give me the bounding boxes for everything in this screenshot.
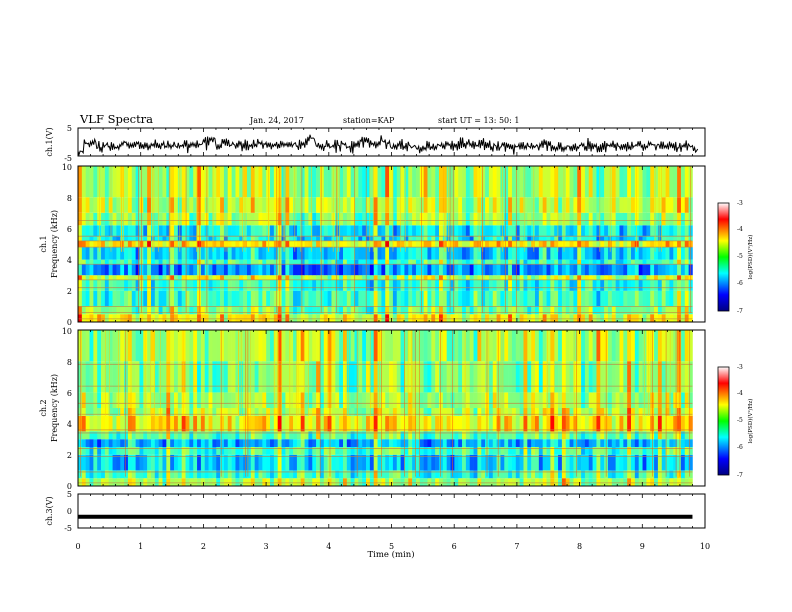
start-time-label: start UT = 13: 50: 1 — [438, 116, 519, 125]
ch2-spectrogram-panel: 10 8 6 4 2 0 ch.2 Frequency (kHz) — [39, 327, 706, 491]
colorbar-ch2-tick-m5: -5 — [737, 417, 743, 424]
ch1-freq-tick-6: 6 — [67, 225, 72, 234]
time-tick-8: 8 — [577, 542, 582, 551]
ch2-spectrogram-ylabel: ch.2 — [39, 399, 48, 416]
time-tick-1: 1 — [138, 542, 143, 551]
colorbar-ch2-tick-m7: -7 — [737, 472, 743, 479]
colorbar-ch2-tick-m4: -4 — [737, 390, 743, 397]
ch2-freq-tick-10: 10 — [62, 327, 72, 336]
time-tick-5: 5 — [389, 542, 394, 551]
ch1-ytick-bottom: -5 — [64, 154, 72, 163]
ch1-spectrogram-panel: 10 8 6 4 2 0 ch.1 Frequency (kHz) — [39, 163, 706, 327]
colorbar-ch2-tick-m6: -6 — [737, 444, 743, 451]
ch3-ytick-bottom: -5 — [64, 524, 72, 533]
ch1-spectrogram-ticks — [77, 166, 706, 322]
ch1-freq-tick-8: 8 — [67, 194, 72, 203]
ch1-freq-tick-10: 10 — [62, 163, 72, 172]
ch3-ytick-mid: 0 — [67, 507, 72, 516]
ch3-waveform-ticks — [77, 494, 706, 528]
colorbar-ch1-gradient — [717, 202, 730, 312]
ch2-freq-tick-8: 8 — [67, 358, 72, 367]
ch3-waveform-panel: 5 0 -5 ch.3(V) — [45, 490, 706, 533]
ch1-freq-tick-4: 4 — [67, 256, 72, 265]
colorbar-ch1-label: log(PSD)(V²/Hz) — [747, 235, 754, 280]
ch1-spectrogram-ylabel: ch.1 — [39, 235, 48, 252]
time-axis-tick-labels: 0 1 2 3 4 5 6 7 8 9 10 — [75, 542, 710, 551]
ch1-freq-tick-0: 0 — [67, 318, 72, 327]
ch2-spectrogram-ticks — [77, 330, 706, 486]
station-label: station=KAP — [343, 116, 395, 125]
time-tick-4: 4 — [326, 542, 331, 551]
figure-title: VLF Spectra — [79, 112, 153, 126]
colorbar-ch2-label: log(PSD)(V²/Hz) — [747, 399, 754, 444]
ch1-waveform-panel: 5 -5 ch.1(V) — [45, 124, 706, 163]
time-axis-label: Time (min) — [367, 549, 414, 560]
time-tick-2: 2 — [201, 542, 206, 551]
colorbar-ch1: -3 -4 -5 -6 -7 log(PSD)(V²/Hz) — [717, 200, 754, 315]
ch2-frequency-label: Frequency (kHz) — [50, 374, 59, 442]
time-tick-10: 10 — [700, 542, 710, 551]
colorbar-ch2-gradient — [717, 366, 730, 476]
time-tick-9: 9 — [640, 542, 645, 551]
ch2-freq-tick-4: 4 — [67, 420, 72, 429]
ch2-freq-tick-0: 0 — [67, 482, 72, 491]
ch2-freq-tick-2: 2 — [67, 451, 72, 460]
ch2-freq-tick-6: 6 — [67, 389, 72, 398]
colorbar-ch1-tick-m5: -5 — [737, 253, 743, 260]
time-tick-3: 3 — [264, 542, 269, 551]
ch1-waveform-frame — [77, 127, 706, 157]
colorbar-ch1-tick-m7: -7 — [737, 308, 743, 315]
ch1-freq-tick-2: 2 — [67, 287, 72, 296]
time-tick-0: 0 — [75, 542, 80, 551]
ch3-waveform-frame — [77, 493, 706, 529]
colorbar-ch2: -3 -4 -5 -6 -7 log(PSD)(V²/Hz) — [717, 364, 754, 479]
ch2-spectrogram-image — [78, 330, 705, 486]
ch1-frequency-label: Frequency (kHz) — [50, 210, 59, 278]
colorbar-ch1-tick-m6: -6 — [737, 280, 743, 287]
ch1-waveform-series — [77, 134, 699, 157]
date-label: Jan. 24, 2017 — [249, 116, 304, 125]
ch1-ylabel: ch.1(V) — [45, 127, 54, 156]
time-tick-6: 6 — [452, 542, 457, 551]
colorbar-ch1-tick-m4: -4 — [737, 226, 743, 233]
colorbar-ch1-tick-m3: -3 — [737, 200, 743, 207]
ch1-spectrogram-image — [78, 166, 705, 322]
colorbar-ch2-tick-m3: -3 — [737, 364, 743, 371]
ch3-ylabel: ch.3(V) — [45, 496, 54, 525]
ch1-ytick-top: 5 — [67, 124, 72, 133]
ch3-ytick-top: 5 — [67, 490, 72, 499]
time-tick-7: 7 — [514, 542, 519, 551]
ch1-waveform-ticks — [77, 128, 706, 156]
